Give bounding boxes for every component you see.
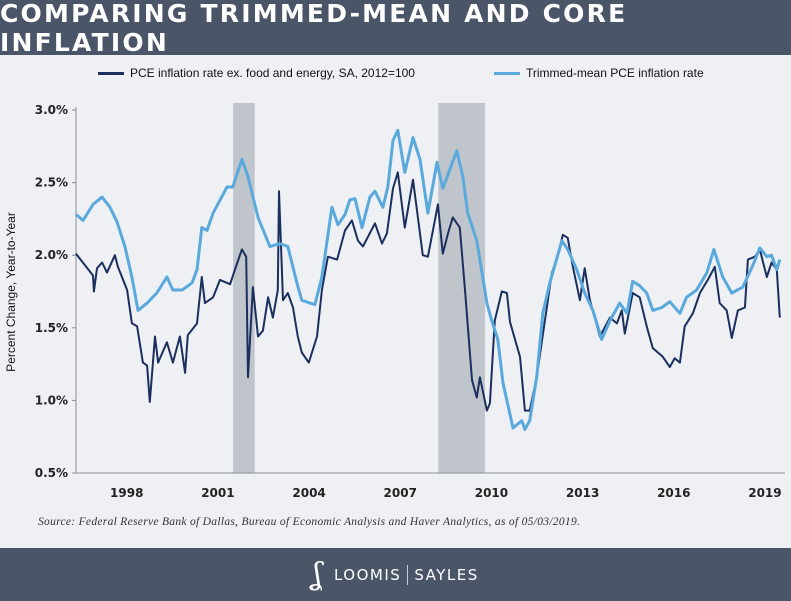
- x-tick-label: 2013: [566, 486, 599, 500]
- legend-label-core-pce: PCE inflation rate ex. food and energy, …: [130, 66, 415, 80]
- x-tick-label: 2007: [384, 486, 417, 500]
- y-tick-label: 1.5%: [35, 321, 68, 335]
- y-tick-label: 0.5%: [35, 466, 68, 480]
- x-tick-label: 2016: [657, 486, 690, 500]
- legend: PCE inflation rate ex. food and energy, …: [0, 66, 791, 84]
- y-tick-label: 2.0%: [35, 248, 68, 262]
- x-tick-label: 1998: [110, 486, 143, 500]
- x-tick-label: 2019: [748, 486, 781, 500]
- brand-divider: [407, 564, 409, 585]
- header-banner: COMPARING TRIMMED-MEAN AND CORE INFLATIO…: [0, 0, 791, 57]
- chart-title: COMPARING TRIMMED-MEAN AND CORE INFLATIO…: [0, 0, 628, 57]
- series-line-core-pce: [75, 171, 781, 412]
- y-tick-label: 2.5%: [35, 176, 68, 190]
- loomis-sayles-logo-icon: ʆ: [312, 556, 322, 592]
- x-tick-label: 2004: [292, 486, 325, 500]
- x-tick-label: 2001: [201, 486, 234, 500]
- legend-swatch-core-pce: [98, 71, 124, 75]
- source-note: Source: Federal Reserve Bank of Dallas, …: [38, 516, 581, 528]
- x-tick-label: 2010: [475, 486, 508, 500]
- brand-left: LOOMIS: [333, 565, 402, 584]
- brand-name: LOOMIS SAYLES: [333, 564, 479, 585]
- series-line-trimmed-mean: [75, 128, 782, 431]
- y-axis-label: Percent Change, Year-to-Year: [4, 212, 18, 372]
- y-tick-label: 3.0%: [35, 103, 68, 117]
- y-tick-label: 1.0%: [35, 393, 68, 407]
- legend-item-trimmed-mean: Trimmed-mean PCE inflation rate: [494, 66, 704, 80]
- legend-item-core-pce: PCE inflation rate ex. food and energy, …: [98, 66, 415, 80]
- brand-right: SAYLES: [414, 565, 479, 584]
- recession-band-1: [438, 103, 486, 473]
- legend-swatch-trimmed-mean: [494, 71, 520, 75]
- footer-banner: ʆ LOOMIS SAYLES: [0, 548, 791, 601]
- recession-band-0: [233, 103, 255, 473]
- legend-label-trimmed-mean: Trimmed-mean PCE inflation rate: [526, 66, 704, 80]
- line-chart: 0.5% 1.0% 1.5% 2.0% 2.5% 3.0% 1998 2001 2004 2007…: [4, 103, 785, 500]
